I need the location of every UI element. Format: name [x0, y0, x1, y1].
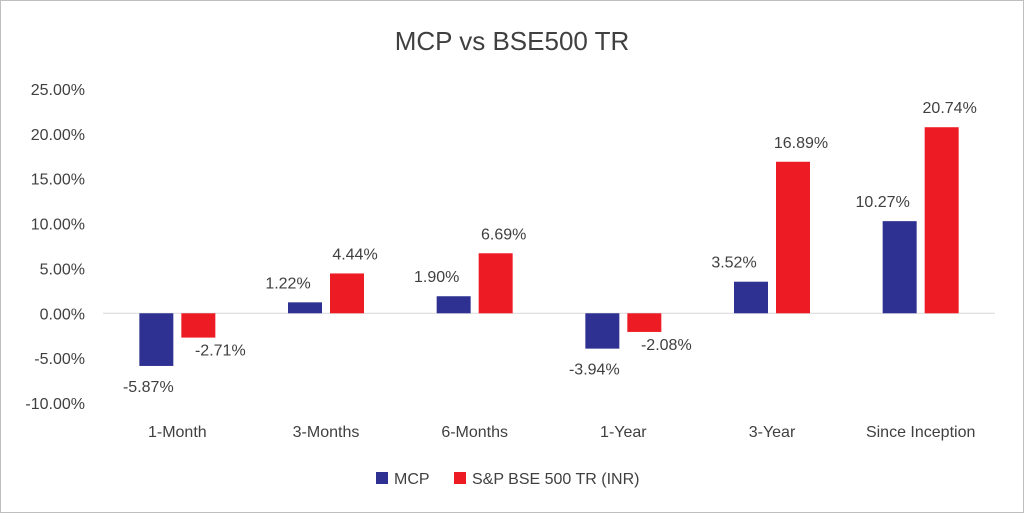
- y-tick-label: 0.00%: [40, 306, 85, 323]
- x-tick-label: 1-Month: [148, 424, 207, 441]
- bar-mcp: [288, 302, 322, 314]
- legend-swatch-mcp: [376, 472, 388, 484]
- bar-mcp: [882, 221, 917, 314]
- bar-bse500: [776, 161, 810, 314]
- data-label: -2.71%: [195, 343, 246, 360]
- bar-mcp: [139, 313, 174, 366]
- data-label: 10.27%: [856, 194, 910, 211]
- data-label: -3.94%: [569, 362, 620, 379]
- x-tick-label: 6-Months: [441, 424, 508, 441]
- y-tick-label: -5.00%: [34, 351, 85, 368]
- bar-bse500: [478, 253, 513, 314]
- data-label: 6.69%: [481, 226, 526, 243]
- x-tick-label: Since Inception: [866, 424, 975, 441]
- bar-bse500: [181, 313, 216, 338]
- y-tick-label: 5.00%: [40, 261, 85, 278]
- y-tick-label: 25.00%: [31, 82, 85, 99]
- x-tick-label: 3-Months: [293, 424, 360, 441]
- data-label: 20.74%: [923, 100, 977, 117]
- x-tick-label: 3-Year: [749, 424, 796, 441]
- y-tick-label: 15.00%: [31, 172, 85, 189]
- legend-label-mcp: MCP: [394, 471, 430, 488]
- data-label: -2.08%: [641, 337, 692, 354]
- y-tick-label: 20.00%: [31, 127, 85, 144]
- data-label: 16.89%: [774, 135, 828, 152]
- bar-mcp: [585, 313, 620, 349]
- bar-bse500: [330, 273, 364, 314]
- bar-bse500: [627, 313, 662, 332]
- bar-mcp: [436, 296, 471, 314]
- legend-swatch-bse500: [454, 472, 466, 484]
- y-tick-label: -10.00%: [25, 396, 85, 413]
- data-label: -5.87%: [123, 379, 174, 396]
- chart-title: MCP vs BSE500 TR: [395, 26, 630, 56]
- x-tick-label: 1-Year: [600, 424, 647, 441]
- data-label: 1.22%: [265, 275, 310, 292]
- bar-bse500: [924, 127, 959, 314]
- data-label: 3.52%: [711, 255, 756, 272]
- bar-mcp: [734, 281, 768, 314]
- y-tick-label: 10.00%: [31, 217, 85, 234]
- data-label: 1.90%: [414, 269, 459, 286]
- legend-label-bse500: S&P BSE 500 TR (INR): [472, 471, 639, 488]
- data-label: 4.44%: [332, 246, 377, 263]
